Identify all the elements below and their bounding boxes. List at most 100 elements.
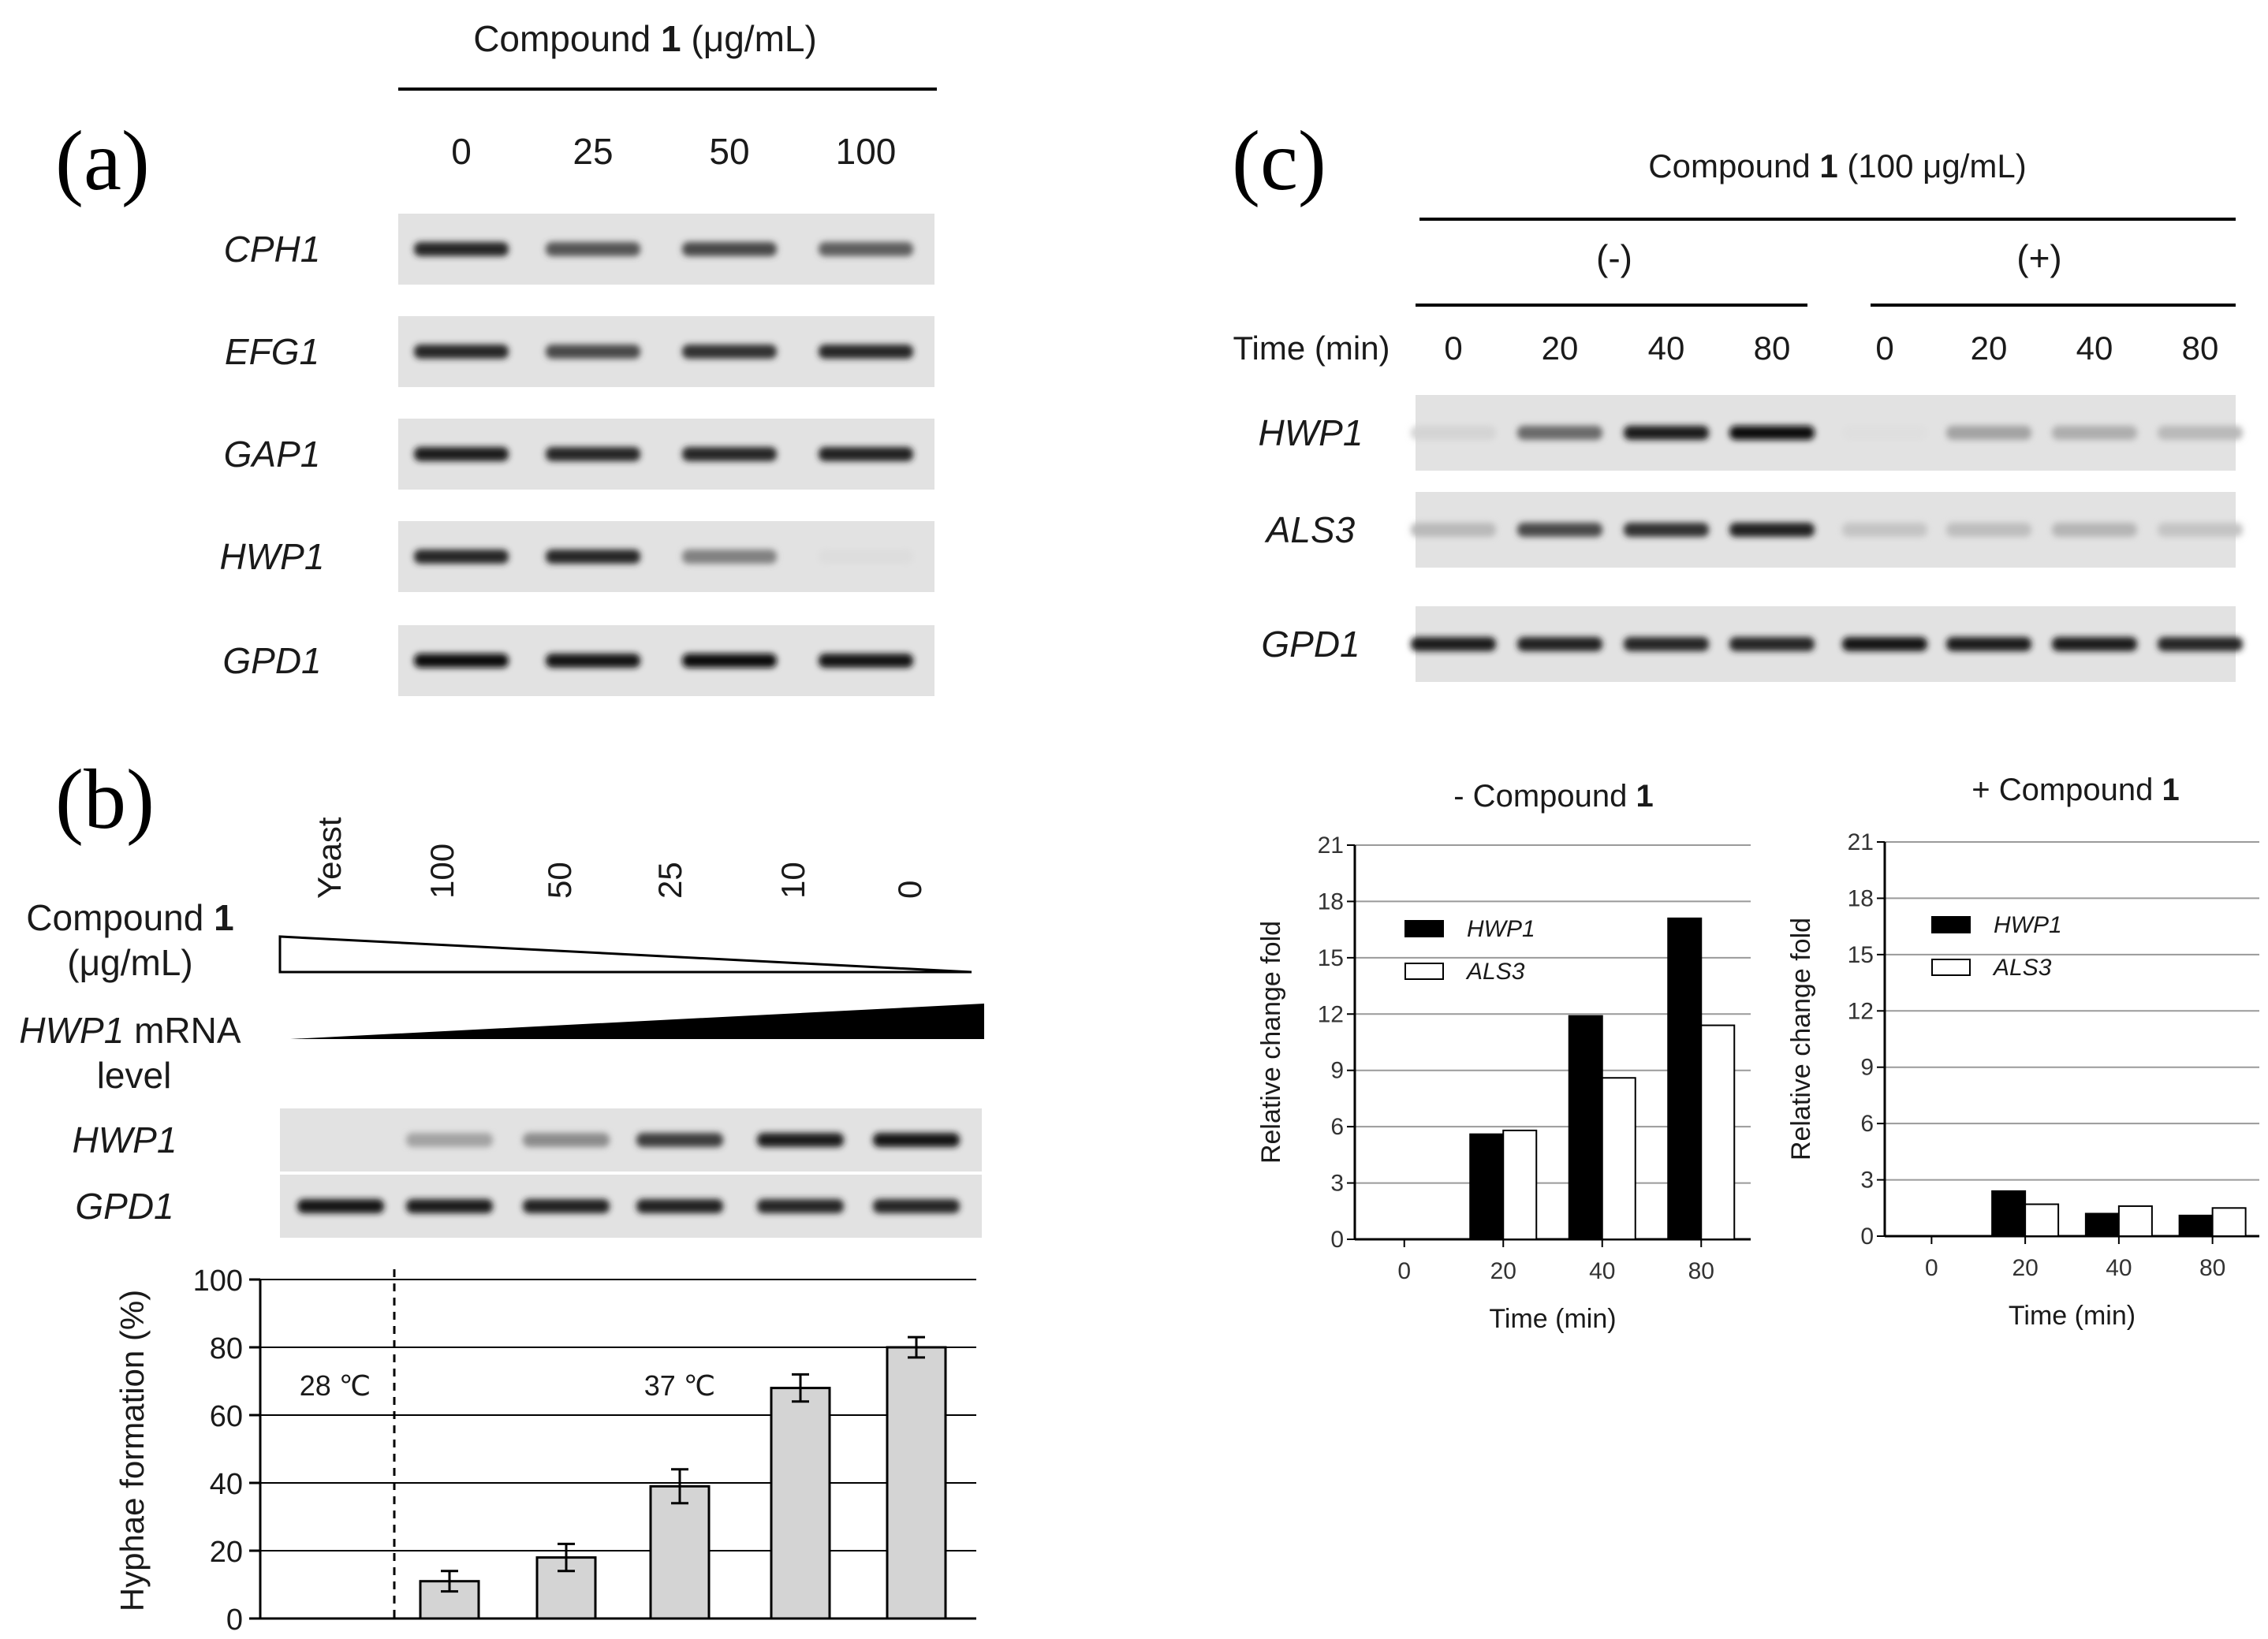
- gel-row-band: [819, 447, 913, 461]
- gel-row-band: [2052, 523, 2137, 537]
- gel-row-band: [682, 447, 777, 461]
- gel-row-band: [636, 1199, 723, 1213]
- gel-row-band: [1946, 637, 2031, 651]
- bar-als3: [1700, 1024, 1736, 1240]
- legend-label: ALS3: [1992, 955, 2052, 981]
- gel-row-band: [2158, 426, 2243, 440]
- panel-a-gels: [398, 214, 934, 696]
- gel-row-band: [819, 654, 913, 668]
- panel-b-letter: (b): [55, 753, 155, 847]
- bar-als3: [1601, 1077, 1636, 1240]
- time-point-label: 20: [1971, 330, 2008, 367]
- gel-row-band: [1946, 523, 2031, 537]
- panel-a-gene-labels: CPH1 EFG1 GAP1 HWP1 GPD1: [220, 229, 325, 681]
- y-axis-label: Relative change fold: [1256, 921, 1286, 1164]
- gel-row-band: [1517, 523, 1602, 537]
- panel-c-letter: (c): [1232, 114, 1326, 208]
- hyphae-bar: [649, 1484, 711, 1620]
- panel-c-header-suffix: (100 μg/mL): [1838, 147, 2027, 184]
- gene-label: GPD1: [222, 640, 321, 681]
- mrna-label-suffix: mRNA: [124, 1010, 241, 1051]
- x-axis-label: Time (min): [1489, 1304, 1616, 1334]
- panel-c-header-prefix: Compound: [1648, 147, 1819, 184]
- gel-row: [1411, 492, 2243, 568]
- legend-label: ALS3: [1465, 959, 1525, 985]
- gel-row-band: [1729, 637, 1815, 651]
- gel-row-band: [1411, 426, 1496, 440]
- x-tick-label: 80: [1688, 1258, 1714, 1284]
- gel-row-band: [546, 549, 640, 564]
- chart-title-bold: 1: [1636, 779, 1653, 814]
- gel-row: [1411, 395, 2243, 471]
- hyphae-bar: [770, 1387, 831, 1620]
- x-tick-label: 0: [1925, 1255, 1938, 1281]
- hyphae-chart: 0 20 40 60 80 100 Hyphae formation (%) 28 ℃ 37 ℃: [114, 1265, 976, 1637]
- gel-row-band: [2052, 637, 2137, 651]
- panel-a: (a) Compound 1 (μg/mL) 0 25 50 100 CPH1 EFG1…: [55, 18, 937, 696]
- gel-row-band: [1729, 426, 1815, 440]
- time-point-label: 0: [1875, 330, 1893, 367]
- gene-label: HWP1: [1259, 412, 1363, 453]
- legend-swatch: [1931, 959, 1971, 976]
- y-tick-label: 21: [1318, 833, 1344, 859]
- chart-title: - Compound 1: [1453, 779, 1653, 814]
- plus-compound-chart: + Compound 1 0 3 6 9 12 15 18 21 0 20 40 80 Relative …: [1786, 773, 2259, 1331]
- gene-label: ALS3: [1264, 509, 1356, 550]
- mrna-label: HWP1 mRNA: [19, 1010, 241, 1051]
- y-tick-label: 12: [1318, 1001, 1344, 1027]
- gel-row: [280, 1175, 982, 1238]
- gel-row-band: [1842, 523, 1927, 537]
- gel-row-band: [1946, 426, 2031, 440]
- x-tick-label: 20: [1490, 1258, 1516, 1284]
- gel-row-band: [1517, 637, 1602, 651]
- gel-row-band: [1842, 426, 1927, 440]
- compound-label: Compound 1: [26, 897, 233, 938]
- gel-row-band: [1411, 523, 1496, 537]
- bar-hwp1: [2084, 1212, 2120, 1238]
- gene-label: HWP1: [220, 536, 325, 577]
- bar-hwp1: [2178, 1214, 2214, 1238]
- plus-label: (+): [2016, 237, 2062, 278]
- gel-row-band: [1842, 637, 1927, 651]
- legend-label: HWP1: [1467, 916, 1535, 942]
- panel-a-header: Compound 1 (μg/mL): [473, 18, 817, 59]
- y-tick-label: 9: [1860, 1055, 1874, 1081]
- gel-row-band: [523, 1199, 610, 1213]
- y-tick-label: 15: [1848, 942, 1874, 968]
- gel-row: [398, 214, 934, 285]
- gel-row-band: [414, 242, 509, 256]
- x-tick-label: 80: [2199, 1255, 2225, 1281]
- time-point-label: 40: [1648, 330, 1685, 367]
- panel-a-header-prefix: Compound: [473, 18, 661, 59]
- chart-title: + Compound 1: [1971, 773, 2180, 807]
- gel-row: [280, 1108, 982, 1172]
- legend-label: HWP1: [1994, 912, 2062, 938]
- time-point-label: 20: [1542, 330, 1579, 367]
- bar-als3: [1502, 1129, 1538, 1241]
- y-tick-label: 3: [1330, 1171, 1344, 1197]
- y-axis-label: Relative change fold: [1786, 918, 1816, 1160]
- y-axis-label: Hyphae formation (%): [114, 1290, 151, 1612]
- y-tick-label: 12: [1848, 998, 1874, 1024]
- panel-c-times: 0 20 40 80 0 20 40 80: [1444, 330, 2218, 367]
- mrna-label-gene: HWP1: [19, 1010, 124, 1051]
- gel-row-band: [873, 1199, 960, 1213]
- y-tick-label: 9: [1330, 1058, 1344, 1084]
- gene-label: HWP1: [73, 1119, 177, 1160]
- gel-row: [398, 419, 934, 490]
- gel-row-band: [414, 654, 509, 668]
- panel-c: (c) Compound 1 (100 μg/mL) (-) (+) Time …: [1232, 114, 2259, 1334]
- bar-hwp1: [1991, 1190, 2027, 1238]
- lane-label: Yeast: [311, 817, 348, 899]
- concentration-label: 100: [836, 131, 897, 172]
- gel-row-band: [1517, 426, 1602, 440]
- y-tick-label: 20: [210, 1536, 243, 1569]
- bar-hwp1: [1667, 917, 1703, 1241]
- gene-label: GPD1: [1261, 624, 1360, 665]
- lane-label: 50: [541, 862, 578, 899]
- gel-row-band: [682, 549, 777, 564]
- minus-label: (-): [1596, 237, 1632, 278]
- panel-c-header: Compound 1 (100 μg/mL): [1648, 147, 2026, 184]
- panel-b-lane-labels: Yeast 100 50 25 10 0: [311, 817, 928, 899]
